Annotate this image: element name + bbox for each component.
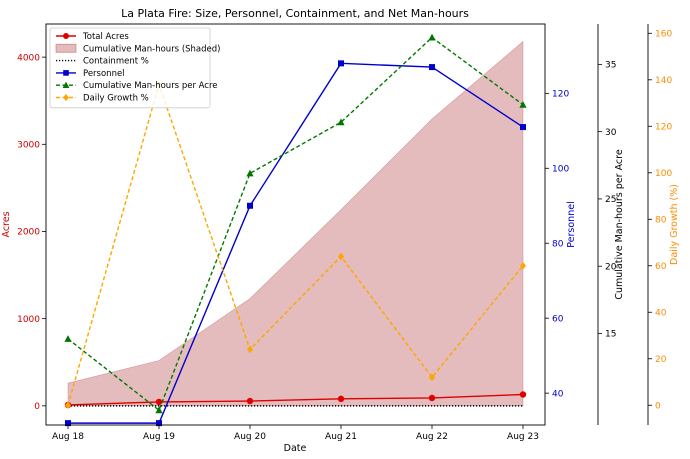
series-cumulative-man-hours-per-acre-marker-4 [428, 33, 436, 41]
x-tick-label: Aug 21 [325, 432, 357, 442]
series-cumulative-man-hours-per-acre-marker-5 [519, 100, 527, 108]
x-tick-label: Aug 20 [234, 432, 266, 442]
y-tick-label-man_hours_per_acre: 20 [605, 262, 617, 272]
y-tick-label-acres: 2000 [17, 228, 40, 238]
plot-frame [45, 23, 546, 426]
series-daily-growth-line [67, 82, 524, 406]
series-total-acres-marker-1 [155, 398, 163, 406]
series-personnel-line [68, 62, 524, 424]
y-tick-label-man_hours_per_acre: 30 [605, 128, 617, 138]
series-daily-growth-marker-4 [429, 373, 435, 382]
y-tick-label-personnel: 120 [552, 90, 569, 100]
y-tick-label-acres: 0 [34, 402, 40, 412]
legend-label: Daily Growth % [83, 94, 149, 104]
y-tick-label-man_hours_per_acre: 25 [605, 195, 616, 205]
x-axis-label: Date [284, 443, 307, 454]
legend: Total Acres Cumulative Man-hours (Shaded)… [49, 27, 220, 109]
y-tick-label-acres: 4000 [17, 53, 40, 63]
series-personnel-marker-0 [65, 420, 71, 427]
series-cumulative-man-hours-per-acre-marker-1 [155, 406, 163, 414]
y-tick-label-daily_growth: 100 [655, 169, 672, 179]
series-cumulative-man-hours-shaded-area [67, 40, 524, 407]
legend-label: Total Acres [82, 32, 129, 42]
series-daily-growth-marker-2 [247, 345, 253, 354]
x-tick-label: Aug 23 [507, 432, 539, 442]
chart-title: La Plata Fire: Size, Personnel, Containm… [121, 7, 469, 20]
y-tick-label-man_hours_per_acre: 15 [605, 330, 616, 340]
series-total-acres-marker-4 [428, 394, 436, 402]
legend-label: Containment % [83, 57, 149, 67]
y-tick-label-daily_growth: 80 [655, 215, 667, 225]
legend-label: Personnel [83, 69, 125, 79]
y-tick-label-daily_growth: 160 [655, 29, 672, 39]
y-tick-label-daily_growth: 20 [655, 355, 667, 365]
y-tick-label-personnel: 60 [552, 314, 564, 324]
series-layer [64, 33, 527, 427]
series-total-acres-marker-5 [519, 391, 527, 398]
y-tick-label-personnel: 80 [552, 239, 564, 249]
y-axis-label-personnel: Personnel [566, 201, 577, 247]
y-tick-label-personnel: 100 [552, 164, 569, 174]
legend-marker [63, 70, 69, 76]
series-cumulative-man-hours-per-acre-marker-2 [246, 169, 254, 177]
series-total-acres-marker-3 [337, 395, 345, 403]
y-tick-label-man_hours_per_acre: 35 [605, 61, 616, 71]
legend-marker [63, 93, 69, 102]
x-tick-label: Aug 22 [416, 432, 448, 442]
series-personnel-marker-2 [247, 202, 253, 209]
legend-marker [63, 33, 69, 39]
legend-label: Cumulative Man-hours per Acre [83, 81, 218, 91]
axes-layer: Aug 18 Aug 19 Aug 20 Aug 21 Aug 22 Aug 23 0 100… [1, 23, 680, 442]
series-personnel-marker-5 [520, 124, 526, 131]
y-axis-label-man_hours_per_acre: Cumulative Man-hours per Acre [614, 149, 625, 299]
y-tick-label-acres: 1000 [17, 315, 40, 325]
y-tick-label-personnel: 40 [552, 389, 564, 399]
x-tick-label: Aug 18 [52, 432, 84, 442]
series-personnel-marker-4 [429, 64, 435, 71]
y-tick-label-acres: 3000 [17, 141, 40, 151]
series-total-acres-marker-2 [246, 397, 254, 405]
series-cumulative-man-hours-per-acre-marker-0 [64, 335, 72, 342]
series-daily-growth-marker-3 [338, 252, 344, 261]
legend-marker [62, 81, 70, 88]
legend-box [49, 27, 211, 109]
series-daily-growth-marker-0 [65, 401, 71, 410]
y-tick-label-daily_growth: 0 [655, 401, 661, 411]
x-tick-label: Aug 19 [143, 432, 175, 442]
legend-label: Cumulative Man-hours (Shaded) [83, 44, 220, 54]
series-total-acres-line [67, 393, 524, 406]
y-axis-label-acres: Acres [1, 211, 12, 237]
y-tick-label-daily_growth: 60 [655, 262, 667, 272]
y-axis-label-daily_growth: Daily Growth (%) [669, 184, 680, 265]
series-personnel-marker-3 [338, 60, 344, 67]
series-daily-growth-marker-5 [520, 261, 526, 270]
area-layer [67, 40, 524, 407]
series-personnel-marker-1 [156, 420, 162, 427]
y-tick-label-daily_growth: 140 [655, 76, 672, 86]
y-tick-label-daily_growth: 40 [655, 308, 667, 318]
series-cumulative-man-hours-per-acre-marker-3 [337, 118, 345, 126]
y-tick-label-daily_growth: 120 [655, 122, 672, 132]
legend-swatch [55, 43, 77, 53]
